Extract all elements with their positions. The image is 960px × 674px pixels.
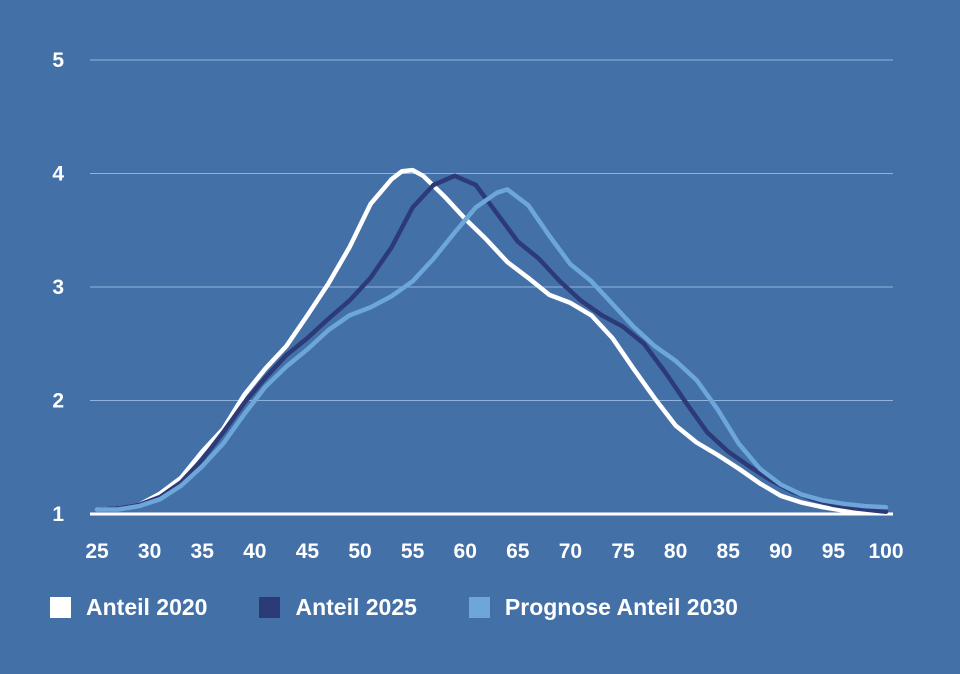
- x-tick-label: 95: [822, 540, 846, 563]
- y-tick-label: 3: [52, 276, 64, 299]
- legend-swatch-2020: [50, 597, 71, 618]
- x-tick-label: 55: [401, 540, 425, 563]
- legend-item-2025: Anteil 2025: [259, 594, 417, 621]
- x-tick-label: 65: [506, 540, 530, 563]
- gridlines: [90, 59, 893, 516]
- x-tick-label: 100: [868, 540, 903, 563]
- x-tick-label: 30: [138, 540, 161, 563]
- series-line-2025: [94, 173, 889, 514]
- x-tick-label: 45: [296, 540, 320, 563]
- x-tick-label: 90: [769, 540, 792, 563]
- x-tick-label: 80: [664, 540, 687, 563]
- y-tick-label: 5: [52, 49, 64, 72]
- legend-swatch-2030: [468, 597, 490, 618]
- y-tick-label: 4: [52, 163, 64, 186]
- x-tick-label: 75: [611, 540, 635, 563]
- x-tick-label: 60: [454, 540, 477, 563]
- x-tick-label: 25: [85, 540, 109, 563]
- y-tick-label: 2: [52, 390, 64, 413]
- series-line-2020: [94, 167, 889, 516]
- x-tick-label: 70: [559, 540, 582, 563]
- x-tick-label: 85: [717, 540, 741, 563]
- series-lines: [94, 167, 889, 516]
- x-tick-label: 35: [191, 540, 215, 563]
- x-tick-label: 40: [243, 540, 266, 563]
- x-tick-label: 50: [348, 540, 371, 563]
- legend: Anteil 2020 Anteil 2025 Prognose Anteil …: [50, 594, 790, 621]
- legend-item-2030: Prognose Anteil 2030: [468, 594, 738, 621]
- legend-item-2020: Anteil 2020: [50, 594, 207, 621]
- legend-label-2020: Anteil 2020: [86, 594, 208, 620]
- legend-label-2025: Anteil 2025: [295, 594, 417, 620]
- legend-swatch-2025: [259, 597, 281, 618]
- series-line-2030: [94, 187, 889, 512]
- legend-label-2030: Prognose Anteil 2030: [504, 594, 738, 620]
- y-tick-label: 1: [52, 503, 64, 526]
